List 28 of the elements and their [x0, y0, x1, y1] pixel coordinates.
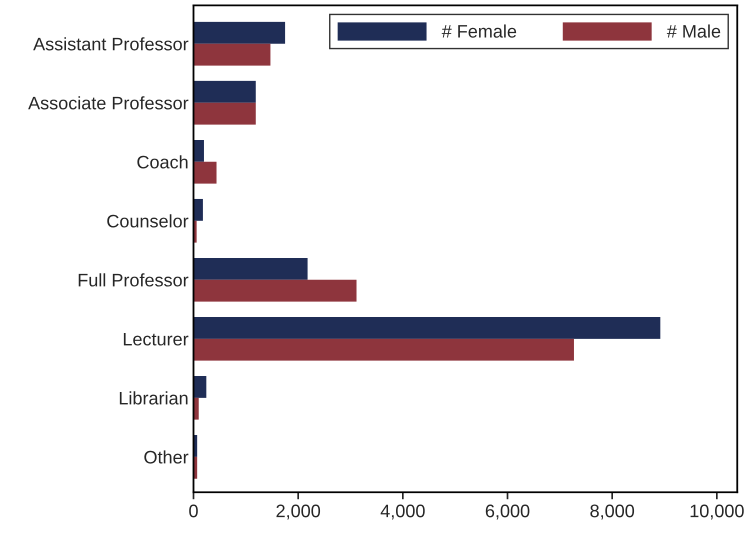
y-tick-label: Counselor: [107, 214, 188, 228]
bar: [194, 140, 204, 162]
x-tick-label: 10,000: [690, 504, 744, 520]
bar: [194, 316, 660, 339]
y-tick-label: Lecturer: [124, 332, 188, 346]
bar: [194, 22, 286, 44]
y-tick-label: Assistant Professor: [33, 37, 188, 50]
legend-label: # Male: [666, 24, 720, 38]
x-tick-label: 8,000: [590, 504, 634, 520]
y-tick-label: Librarian: [120, 391, 188, 405]
bar: [194, 258, 308, 280]
y-tick-label: Other: [144, 450, 188, 464]
bar: [194, 198, 203, 221]
bar: [194, 162, 217, 184]
bar: [194, 80, 256, 103]
y-tick-label: Associate Professor: [28, 96, 188, 110]
bar: [194, 280, 357, 302]
x-tick-label: 4,000: [380, 504, 425, 520]
bar: [194, 102, 256, 125]
x-tick-label: 2,000: [276, 504, 320, 520]
bar: [194, 338, 574, 361]
x-tick-label: 6,000: [486, 504, 530, 520]
x-tick-label: 0: [189, 504, 198, 518]
legend-label: # Female: [442, 24, 516, 38]
y-tick-label: Full Professor: [78, 273, 188, 287]
y-tick-label: Coach: [137, 155, 188, 168]
bar: [194, 376, 206, 398]
bar: [194, 44, 270, 66]
